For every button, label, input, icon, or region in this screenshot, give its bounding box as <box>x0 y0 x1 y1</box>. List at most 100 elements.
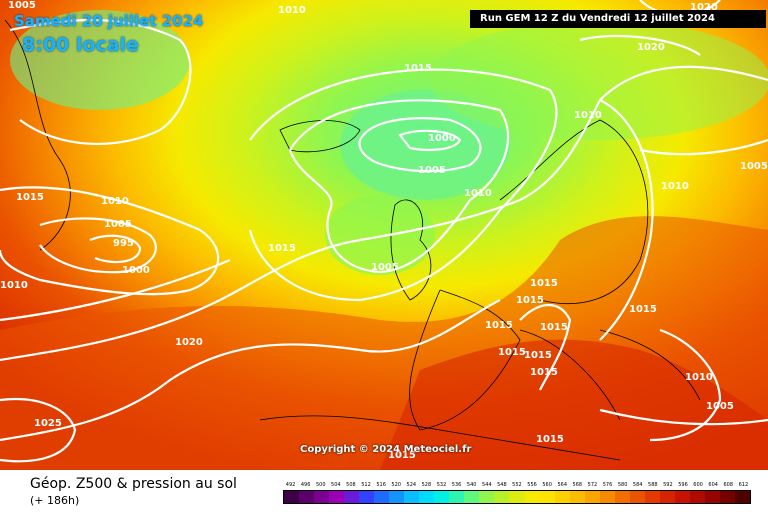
scale-swatch <box>644 491 660 503</box>
isobar-label: 1015 <box>530 278 558 289</box>
scale-swatch <box>344 491 360 503</box>
scale-swatch <box>284 491 300 503</box>
low-greenland <box>10 10 190 110</box>
isobar-label: 1010 <box>661 181 689 192</box>
isobar-label: 1000 <box>428 133 456 144</box>
isobar-label: 1015 <box>485 320 513 331</box>
isobar-label: 1010 <box>685 372 713 383</box>
isobar-label: 1015 <box>268 243 296 254</box>
isobar-label: 1015 <box>536 434 564 445</box>
scale-swatch <box>479 491 495 503</box>
scale-label: 596 <box>678 482 688 488</box>
legend-title: Géop. Z500 & pression au sol <box>30 476 237 492</box>
isobar-label: 1020 <box>690 2 718 13</box>
scale-label: 520 <box>391 482 401 488</box>
scale-label: 516 <box>376 482 386 488</box>
color-scale <box>283 490 751 504</box>
scale-swatch <box>599 491 615 503</box>
isobar-label: 1005 <box>418 165 446 176</box>
scale-label: 504 <box>331 482 341 488</box>
scale-label: 492 <box>285 482 296 488</box>
scale-swatch <box>434 491 450 503</box>
scale-label: 528 <box>421 482 432 488</box>
scale-label: 524 <box>406 482 417 488</box>
isobar-label: 1015 <box>629 304 657 315</box>
isobar-label: 1010 <box>278 5 306 16</box>
scale-label: 560 <box>542 482 552 488</box>
scale-swatch <box>464 491 480 503</box>
scale-label: 556 <box>527 482 537 488</box>
scale-swatch <box>704 491 720 503</box>
isobar-label: 1015 <box>16 192 44 203</box>
legend-subtitle: (+ 186h) <box>30 494 80 507</box>
isobar-label: 1005 <box>740 161 768 172</box>
isobar-label: 1010 <box>574 110 602 121</box>
scale-swatch <box>674 491 690 503</box>
isobar-label: 1020 <box>637 42 665 53</box>
isobar-label: 1015 <box>388 450 416 461</box>
scale-swatch <box>449 491 465 503</box>
isobar-label: 1010 <box>464 188 492 199</box>
scale-label: 552 <box>512 482 522 488</box>
scale-swatch <box>389 491 405 503</box>
scale-swatch <box>614 491 630 503</box>
scale-swatch <box>539 491 555 503</box>
scale-label: 576 <box>602 482 613 488</box>
isobar-label: 1000 <box>122 265 150 276</box>
isobar-label: 1015 <box>516 295 544 306</box>
scale-label: 608 <box>723 482 734 488</box>
scale-label: 536 <box>451 482 462 488</box>
forecast-time: 8:00 locale <box>22 34 139 56</box>
scale-swatch <box>554 491 570 503</box>
scale-label: 544 <box>481 482 492 488</box>
isobar-label: 995 <box>113 238 134 249</box>
scale-label: 512 <box>361 482 371 488</box>
isobar-label: 1015 <box>498 347 526 358</box>
scale-swatch <box>584 491 600 503</box>
scale-swatch <box>629 491 645 503</box>
scale-label: 600 <box>693 482 703 488</box>
isobars <box>0 0 768 461</box>
scale-swatch <box>374 491 390 503</box>
isobar-label: 1005 <box>706 401 734 412</box>
scale-swatch <box>404 491 420 503</box>
scale-label: 500 <box>315 482 326 488</box>
forecast-map: 1005 1010 1020 1015 1020 1000 1005 1010 … <box>0 0 768 470</box>
scale-label: 580 <box>617 482 628 488</box>
scale-swatch <box>494 491 510 503</box>
scale-swatch <box>509 491 525 503</box>
scale-label: 540 <box>466 482 477 488</box>
isobar-label: 1020 <box>175 337 203 348</box>
scale-swatch <box>569 491 585 503</box>
scale-label: 612 <box>738 482 749 488</box>
scale-label: 564 <box>557 482 567 488</box>
isobar-labels: 1005 1010 1020 1015 1020 1000 1005 1010 … <box>0 0 768 461</box>
scale-label: 568 <box>572 482 583 488</box>
scale-label: 584 <box>632 482 643 488</box>
isobar-label: 1005 <box>8 0 36 11</box>
scale-swatch <box>314 491 330 503</box>
green-north <box>430 20 768 140</box>
scale-label: 588 <box>648 482 658 488</box>
scale-swatch <box>734 491 750 503</box>
forecast-date: Samedi 20 juillet 2024 <box>14 12 204 30</box>
scale-label: 508 <box>346 482 356 488</box>
isobar-label: 1015 <box>530 367 558 378</box>
scale-label: 592 <box>663 482 673 488</box>
scale-swatch <box>689 491 705 503</box>
isobar-label: 1010 <box>101 196 129 207</box>
isobar-label: 1025 <box>34 418 62 429</box>
isobar-label: 1005 <box>371 262 399 273</box>
scale-label: 496 <box>300 482 311 488</box>
isobar-label: 1015 <box>540 322 568 333</box>
isobar-label: 1015 <box>404 63 432 74</box>
scale-label: 572 <box>587 482 598 488</box>
isobar-label: 1010 <box>0 280 28 291</box>
copyright-notice: Copyright © 2024 Meteociel.fr <box>300 444 472 455</box>
isobar-label: 1015 <box>524 350 552 361</box>
scale-swatch <box>524 491 540 503</box>
isobar-label: 1005 <box>104 219 132 230</box>
color-scale-labels: 492 496 500 504 508 512 516 520 524 528 532 536 540 5… <box>283 480 751 490</box>
scale-label: 548 <box>497 482 507 488</box>
scale-swatch <box>659 491 675 503</box>
